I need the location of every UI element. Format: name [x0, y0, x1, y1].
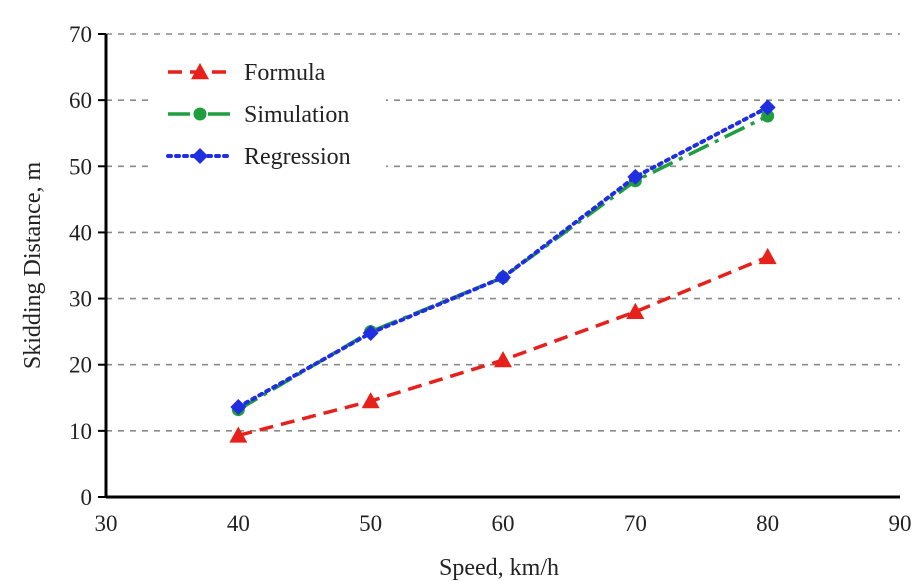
- legend: Formula Simulation Regression: [150, 50, 386, 178]
- data-point-formula: [758, 247, 777, 265]
- legend-label-formula: Formula: [244, 60, 326, 86]
- y-tick-label: 0: [81, 485, 93, 510]
- data-point-regression: [627, 168, 644, 185]
- series: [229, 99, 777, 443]
- data-point-formula: [361, 392, 380, 409]
- y-axis-title: Skidding Distance, m: [20, 162, 46, 370]
- y-tick-labels: 0 10 20 30 40 50 60 70: [69, 22, 106, 510]
- data-point-formula: [626, 302, 645, 319]
- y-tick-label: 20: [69, 353, 92, 378]
- legend-label-simulation: Simulation: [244, 102, 349, 128]
- series-regression: [230, 99, 776, 416]
- series-formula: [229, 247, 777, 443]
- y-tick-label: 60: [69, 88, 92, 113]
- legend-marker-formula: [191, 63, 209, 80]
- x-tick-label: 80: [756, 511, 779, 536]
- data-point-formula: [229, 426, 248, 443]
- y-tick-label: 50: [69, 154, 92, 179]
- data-point-formula: [494, 351, 512, 368]
- x-tick-label: 90: [889, 511, 912, 536]
- x-tick-label: 40: [227, 511, 250, 536]
- x-tick-labels: 30 40 50 60 70 80 90: [95, 511, 912, 536]
- legend-label-regression: Regression: [244, 144, 351, 170]
- x-tick-label: 70: [624, 511, 647, 536]
- y-tick-label: 10: [69, 419, 92, 444]
- data-point-regression: [362, 324, 379, 341]
- legend-marker-regression: [192, 148, 208, 164]
- data-point-regression: [495, 269, 511, 286]
- y-tick-label: 30: [69, 287, 92, 312]
- legend-marker-simulation: [193, 107, 207, 121]
- x-tick-label: 30: [95, 511, 118, 536]
- axes: [104, 34, 900, 499]
- data-point-regression: [759, 99, 776, 116]
- x-tick-label: 60: [492, 511, 515, 536]
- data-point-simulation: [761, 109, 775, 123]
- y-tick-label: 40: [69, 220, 92, 245]
- data-point-regression: [230, 399, 247, 416]
- x-axis-title: Speed, km/h: [439, 555, 559, 581]
- y-tick-label: 70: [69, 22, 92, 47]
- x-tick-label: 50: [359, 511, 382, 536]
